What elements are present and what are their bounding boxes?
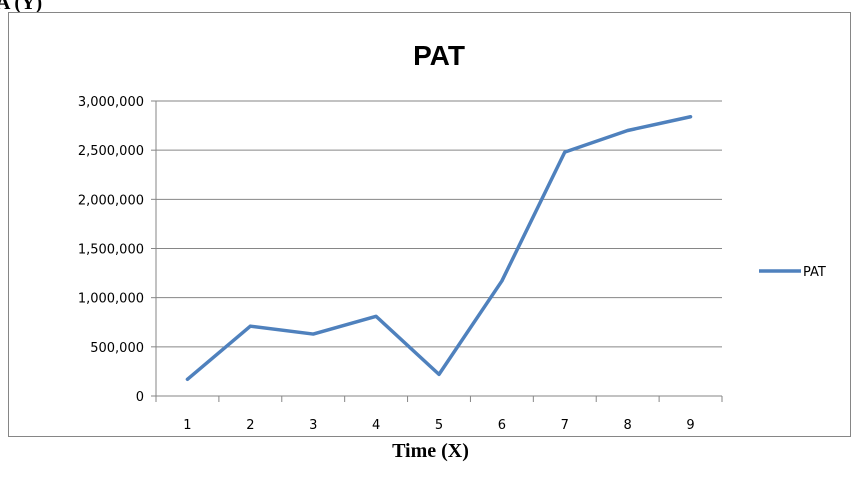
x-tick-label: 1 xyxy=(183,418,191,433)
data-point xyxy=(437,372,441,376)
y-tick-label: 0 xyxy=(136,390,144,405)
x-tick-label: 9 xyxy=(686,418,694,433)
x-tick-label: 7 xyxy=(561,418,569,433)
data-point xyxy=(185,377,189,381)
outer-x-axis-label: Time (X) xyxy=(392,440,469,462)
data-point xyxy=(626,129,630,132)
legend-label: PAT xyxy=(803,265,826,280)
x-tick-label: 2 xyxy=(246,418,254,433)
line-chart: PAT 0 500,000 1,000,000 1,500,000 2,000,000 2,… xyxy=(78,40,826,433)
data-point xyxy=(311,332,315,336)
y-tick-label: 2,000,000 xyxy=(78,193,144,208)
x-tick-label: 6 xyxy=(498,418,506,433)
data-point xyxy=(689,115,693,119)
y-tick-label: 3,000,000 xyxy=(78,95,144,110)
data-point xyxy=(374,314,378,318)
y-tick-label: 1,000,000 xyxy=(78,292,144,307)
outer-y-axis-label: A (Y) xyxy=(0,0,43,14)
x-tick-label: 3 xyxy=(309,418,317,433)
chart-title: PAT xyxy=(413,40,465,71)
x-tick-label: 8 xyxy=(624,418,632,433)
y-tick-label: 500,000 xyxy=(90,341,144,356)
x-tick-label: 4 xyxy=(372,418,380,433)
data-point xyxy=(248,324,252,328)
y-tick-label: 1,500,000 xyxy=(78,243,144,258)
data-point xyxy=(563,150,567,154)
y-tick-label: 2,500,000 xyxy=(78,144,144,159)
chart-area: PAT 0 500,000 1,000,000 1,500,000 2,000,000 2,… xyxy=(8,12,851,437)
x-tick-label: 5 xyxy=(435,418,443,433)
data-point xyxy=(500,279,504,283)
